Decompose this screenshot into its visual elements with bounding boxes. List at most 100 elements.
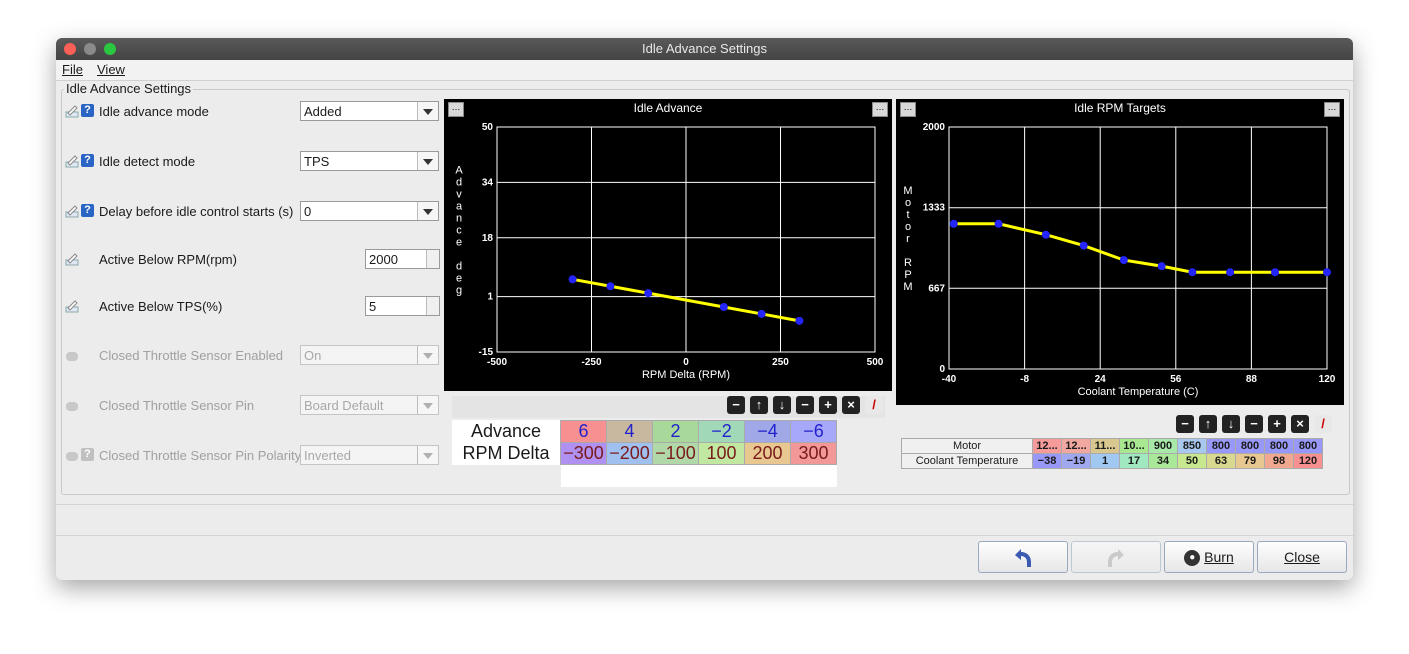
help-icon[interactable]: ? bbox=[81, 204, 94, 217]
table-cell[interactable]: 2 bbox=[652, 420, 699, 443]
arrow-down-icon[interactable]: ↓ bbox=[773, 396, 791, 414]
pencil-icon bbox=[66, 352, 78, 361]
chart-plot[interactable]: -500 -250 0 250 500 -15 1 18 34 50 RPM Delta (RPM)… bbox=[444, 99, 892, 391]
help-icon[interactable]: ? bbox=[81, 154, 94, 167]
delay-select[interactable]: 0 bbox=[300, 201, 439, 221]
settings-group bbox=[61, 89, 1350, 495]
table-cell[interactable]: −19 bbox=[1061, 453, 1091, 469]
table-cell[interactable]: 63 bbox=[1206, 453, 1236, 469]
chevron-down-icon bbox=[417, 346, 438, 364]
arrow-down-icon[interactable]: ↓ bbox=[1222, 415, 1240, 433]
minimize-window-button[interactable] bbox=[84, 43, 96, 55]
close-window-button[interactable] bbox=[64, 43, 76, 55]
table-cell[interactable]: 50 bbox=[1177, 453, 1207, 469]
help-icon[interactable]: ? bbox=[81, 104, 94, 117]
setting-label: Active Below RPM(rpm) bbox=[99, 252, 237, 267]
chevron-down-icon bbox=[417, 152, 438, 170]
menu-bar: File View bbox=[56, 60, 1353, 81]
select-value: Added bbox=[304, 104, 342, 119]
table-cell[interactable]: 100 bbox=[698, 442, 745, 465]
table-cell[interactable]: −300 bbox=[560, 442, 607, 465]
pencil-icon[interactable] bbox=[65, 154, 79, 168]
pencil-icon bbox=[66, 402, 78, 411]
chart-plot[interactable]: -40 -8 24 56 88 120 0 667 1333 2000 Coolant Temper… bbox=[896, 99, 1344, 405]
setting-label: Idle advance mode bbox=[99, 104, 209, 119]
close-button[interactable]: Close bbox=[1257, 541, 1347, 573]
setting-label: Closed Throttle Sensor Pin Polarity bbox=[99, 448, 302, 463]
table-cell[interactable]: 6 bbox=[560, 420, 607, 443]
minus-icon[interactable]: − bbox=[727, 396, 745, 414]
pencil-icon[interactable] bbox=[65, 299, 79, 313]
undo-button[interactable] bbox=[978, 541, 1068, 573]
table-cell[interactable]: 800 bbox=[1264, 438, 1294, 454]
data-point bbox=[1226, 268, 1235, 277]
x-axis-label: RPM Delta (RPM) bbox=[642, 369, 730, 381]
table-cell[interactable]: −38 bbox=[1032, 453, 1062, 469]
burn-button[interactable]: ● Burn bbox=[1164, 541, 1254, 573]
table-cell[interactable]: 11... bbox=[1090, 438, 1120, 454]
subtract-icon[interactable]: − bbox=[796, 396, 814, 414]
edit-icon[interactable]: / bbox=[1314, 415, 1332, 433]
chart-options-icon[interactable]: … bbox=[900, 102, 916, 117]
table-cell[interactable]: −2 bbox=[698, 420, 745, 443]
chart-menu-icon[interactable]: … bbox=[1324, 102, 1340, 117]
table-cell[interactable]: 1 bbox=[1090, 453, 1120, 469]
spinner-value: 2000 bbox=[369, 252, 398, 267]
table-cell[interactable]: 900 bbox=[1148, 438, 1178, 454]
table-cell[interactable]: 98 bbox=[1264, 453, 1294, 469]
plus-icon[interactable]: + bbox=[1268, 415, 1286, 433]
closed-throttle-enabled-select: On bbox=[300, 345, 439, 365]
table-cell[interactable]: 17 bbox=[1119, 453, 1149, 469]
table-cell[interactable]: 12... bbox=[1032, 438, 1062, 454]
stepper-arrows-icon[interactable] bbox=[426, 297, 439, 315]
table-cell[interactable]: −4 bbox=[744, 420, 791, 443]
table-cell[interactable]: 800 bbox=[1206, 438, 1236, 454]
pencil-icon[interactable] bbox=[65, 104, 79, 118]
delete-icon[interactable]: × bbox=[1291, 415, 1309, 433]
x-tick-label: 24 bbox=[1095, 374, 1107, 385]
table-cell[interactable]: 79 bbox=[1235, 453, 1265, 469]
table-cell[interactable]: −200 bbox=[606, 442, 653, 465]
arrow-up-icon[interactable]: ↑ bbox=[1199, 415, 1217, 433]
table-cell[interactable]: 300 bbox=[790, 442, 837, 465]
table-cell[interactable]: 850 bbox=[1177, 438, 1207, 454]
series-line bbox=[572, 277, 800, 323]
x-tick-label: 56 bbox=[1170, 374, 1182, 385]
table-cell[interactable]: 12... bbox=[1061, 438, 1091, 454]
pencil-icon[interactable] bbox=[65, 252, 79, 266]
minus-icon[interactable]: − bbox=[1176, 415, 1194, 433]
redo-button bbox=[1071, 541, 1161, 573]
edit-icon[interactable]: / bbox=[865, 396, 883, 414]
y-tick-label: 1333 bbox=[923, 203, 946, 214]
chart-menu-icon[interactable]: … bbox=[872, 102, 888, 117]
status-bar bbox=[56, 504, 1353, 536]
help-icon: ? bbox=[81, 448, 94, 461]
active-below-tps-spinner[interactable]: 5 bbox=[365, 296, 440, 316]
active-below-rpm-spinner[interactable]: 2000 bbox=[365, 249, 440, 269]
table-cell[interactable]: 4 bbox=[606, 420, 653, 443]
table-cell[interactable]: −6 bbox=[790, 420, 837, 443]
chart-options-icon[interactable]: … bbox=[448, 102, 464, 117]
idle-detect-mode-select[interactable]: TPS bbox=[300, 151, 439, 171]
stepper-arrows-icon[interactable] bbox=[426, 250, 439, 268]
table-cell[interactable]: 800 bbox=[1235, 438, 1265, 454]
table-cell[interactable]: 800 bbox=[1293, 438, 1323, 454]
y-tick-label: 50 bbox=[482, 122, 494, 133]
arrow-up-icon[interactable]: ↑ bbox=[750, 396, 768, 414]
pencil-icon[interactable] bbox=[65, 204, 79, 218]
table-cell[interactable]: 10... bbox=[1119, 438, 1149, 454]
menu-view[interactable]: View bbox=[97, 62, 125, 77]
closed-throttle-pin-select: Board Default bbox=[300, 395, 439, 415]
table-cell[interactable]: −100 bbox=[652, 442, 699, 465]
table-cell[interactable]: 34 bbox=[1148, 453, 1178, 469]
setting-label: Closed Throttle Sensor Enabled bbox=[99, 348, 284, 363]
table-cell[interactable]: 200 bbox=[744, 442, 791, 465]
delete-icon[interactable]: × bbox=[842, 396, 860, 414]
zoom-window-button[interactable] bbox=[104, 43, 116, 55]
data-point bbox=[644, 289, 653, 298]
idle-advance-mode-select[interactable]: Added bbox=[300, 101, 439, 121]
table-cell[interactable]: 120 bbox=[1293, 453, 1323, 469]
menu-file[interactable]: File bbox=[62, 62, 83, 77]
plus-icon[interactable]: + bbox=[819, 396, 837, 414]
subtract-icon[interactable]: − bbox=[1245, 415, 1263, 433]
